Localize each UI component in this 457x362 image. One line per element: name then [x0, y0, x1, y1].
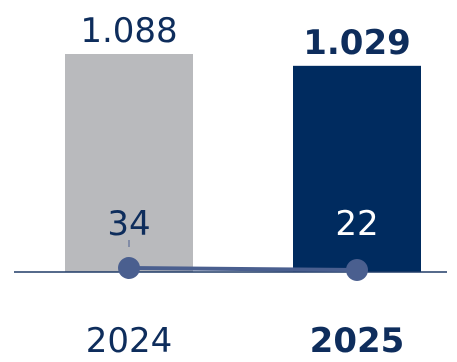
line-value-label-2024: 34	[107, 204, 150, 244]
bar-2025	[293, 65, 421, 273]
x-tick-label-2025: 2025	[310, 321, 405, 361]
line-point-2025	[346, 259, 368, 281]
line-series-path	[128, 266, 358, 272]
line-value-label-2025: 22	[335, 204, 378, 244]
bars-group	[65, 54, 421, 273]
x-tick-label-2024: 2024	[86, 321, 173, 361]
labels-group: 1.088 2024 1.029 2025 34 22	[80, 11, 410, 361]
value-label-2024: 1.088	[80, 11, 177, 51]
line-point-2024	[118, 257, 140, 279]
bar-2024	[65, 54, 193, 272]
value-label-2025: 1.029	[303, 23, 411, 63]
line-series-group	[118, 240, 368, 281]
